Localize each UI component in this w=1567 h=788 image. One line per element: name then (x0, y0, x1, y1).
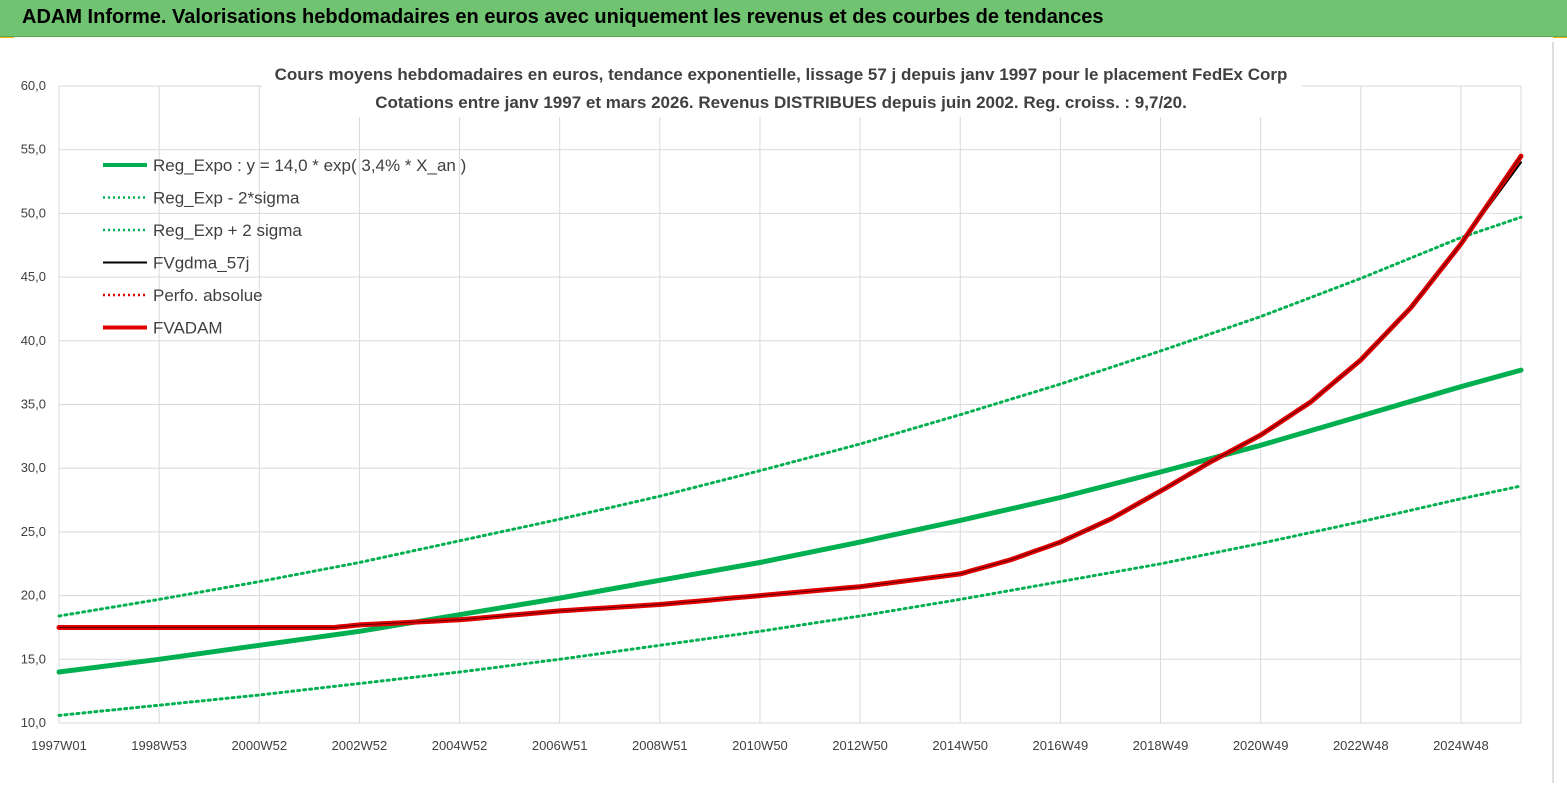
series-lines (56, 153, 1524, 717)
x-tick-label: 2006W51 (532, 738, 588, 753)
legend-label: FVADAM (153, 319, 223, 338)
y-tick-label: 35,0 (21, 397, 46, 412)
y-tick-label: 45,0 (21, 269, 46, 284)
legend-label: Reg_Exp - 2*sigma (153, 189, 300, 208)
y-tick-label: 60,0 (21, 78, 46, 93)
series-line (57, 484, 1523, 717)
y-tick-label: 40,0 (21, 333, 46, 348)
x-tick-label: 2012W50 (832, 738, 888, 753)
x-tick-label: 2000W52 (231, 738, 287, 753)
y-tick-label: 30,0 (21, 460, 46, 475)
y-tick-label: 55,0 (21, 142, 46, 157)
x-tick-label: 2010W50 (732, 738, 788, 753)
gridlines (58, 85, 1522, 724)
y-tick-label: 10,0 (21, 715, 46, 730)
x-tick-label: 2018W49 (1133, 738, 1189, 753)
legend-label: FVgdma_57j (153, 254, 249, 273)
series-line (56, 367, 1524, 675)
title-background (262, 59, 1302, 117)
y-tick-label: 20,0 (21, 588, 46, 603)
x-tick-label: 2004W52 (432, 738, 488, 753)
tick-labels: 10,0 15,0 20,0 25,0 30,0 35,0 40,0 45,0 50,0 55,0… (21, 78, 1489, 753)
y-tick-label: 15,0 (21, 651, 46, 666)
x-tick-label: 2008W51 (632, 738, 688, 753)
series-line (59, 155, 1522, 628)
x-tick-label: 2002W52 (332, 738, 388, 753)
x-tick-label: 2022W48 (1333, 738, 1389, 753)
legend: Reg_Expo : y = 14,0 * exp( 3,4% * X_an )… (103, 156, 466, 338)
x-tick-label: 2014W50 (932, 738, 988, 753)
report-title: ADAM Informe. Valorisations hebdomadaire… (22, 6, 1104, 28)
x-tick-label: 1998W53 (131, 738, 187, 753)
line-chart: 10,0 15,0 20,0 25,0 30,0 35,0 40,0 45,0 50,0 55,0… (0, 38, 1567, 783)
legend-label: Reg_Expo : y = 14,0 * exp( 3,4% * X_an ) (153, 156, 466, 175)
chart-area: 10,0 15,0 20,0 25,0 30,0 35,0 40,0 45,0 50,0 55,0… (0, 38, 1567, 783)
series-line (57, 215, 1523, 618)
y-tick-label: 50,0 (21, 205, 46, 220)
x-tick-label: 2016W49 (1033, 738, 1089, 753)
x-tick-label: 1997W01 (31, 738, 87, 753)
x-tick-label: 2024W48 (1433, 738, 1489, 753)
legend-label: Perfo. absolue (153, 286, 263, 305)
chart-title-line-1: Cours moyens hebdomadaires en euros, ten… (275, 65, 1288, 84)
y-tick-label: 25,0 (21, 524, 46, 539)
chart-title-line-2: Cotations entre janv 1997 et mars 2026. … (375, 93, 1187, 112)
header-bar: ADAM Informe. Valorisations hebdomadaire… (0, 0, 1567, 37)
x-tick-label: 2020W49 (1233, 738, 1289, 753)
legend-label: Reg_Exp + 2 sigma (153, 221, 302, 240)
